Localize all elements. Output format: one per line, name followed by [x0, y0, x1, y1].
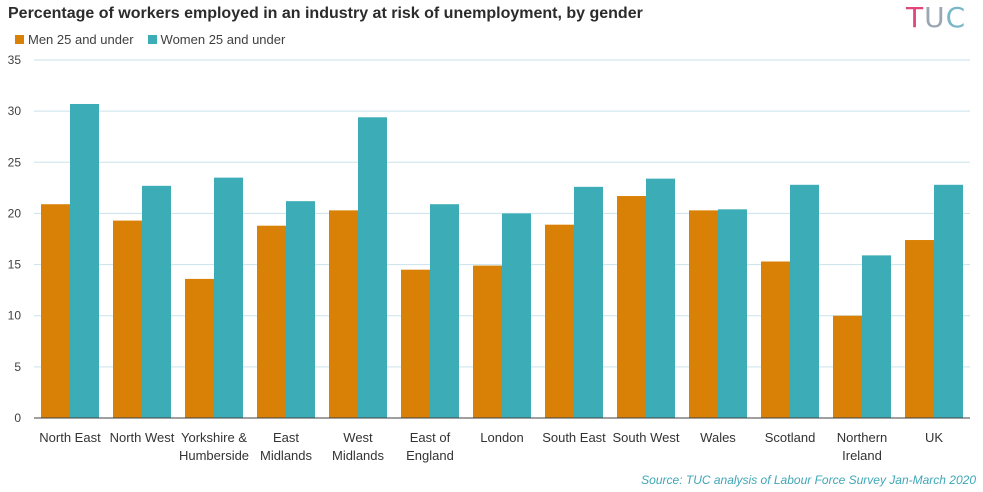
- bar-men: [545, 224, 574, 418]
- y-tick-label: 25: [8, 155, 22, 169]
- source-note: Source: TUC analysis of Labour Force Sur…: [641, 473, 976, 487]
- x-tick-label: East: [273, 430, 299, 445]
- bar-men: [329, 210, 358, 418]
- y-tick-label: 35: [8, 53, 22, 67]
- logo-letter-u: U: [924, 1, 946, 34]
- x-tick-label: Humberside: [179, 448, 249, 463]
- bar-men: [401, 269, 430, 418]
- logo-letter-t: T: [906, 1, 925, 34]
- bar-men: [257, 225, 286, 418]
- bar-men: [905, 240, 934, 418]
- x-tick-label: North West: [110, 430, 175, 445]
- y-tick-label: 20: [8, 206, 22, 220]
- bar-women: [286, 201, 315, 418]
- x-tick-label: Midlands: [260, 448, 313, 463]
- x-tick-label: Yorkshire &: [181, 430, 247, 445]
- x-tick-label: North East: [39, 430, 101, 445]
- x-tick-label: Ireland: [842, 448, 882, 463]
- bar-men: [185, 278, 214, 418]
- bar-women: [70, 103, 99, 419]
- bar-men: [473, 265, 502, 418]
- x-tick-label: UK: [925, 430, 943, 445]
- x-tick-label: South East: [542, 430, 606, 445]
- x-tick-label: East of: [410, 430, 451, 445]
- x-tick-label: Scotland: [765, 430, 816, 445]
- legend-swatch-women: [147, 35, 157, 44]
- bar-women: [214, 177, 243, 418]
- tuc-logo: TUC: [906, 1, 966, 34]
- x-tick-label: South West: [613, 430, 680, 445]
- x-tick-label: Midlands: [332, 448, 385, 463]
- logo-letter-c: C: [945, 1, 967, 34]
- y-tick-label: 30: [8, 104, 22, 118]
- x-tick-label: Wales: [700, 430, 736, 445]
- y-tick-label: 15: [8, 258, 22, 272]
- chart-title: Percentage of workers employed in an ind…: [8, 5, 643, 22]
- bar-women: [574, 186, 603, 418]
- bar-women: [358, 117, 387, 418]
- y-tick-label: 5: [14, 360, 21, 374]
- bar-women: [502, 213, 531, 418]
- bar-women: [934, 184, 963, 418]
- y-tick-label: 10: [8, 309, 22, 323]
- legend-label-men: Men 25 and under: [28, 32, 134, 47]
- x-tick-label: London: [480, 430, 523, 445]
- bar-men: [833, 315, 862, 418]
- bar-women: [790, 184, 819, 418]
- legend-item-men: Men 25 and under: [15, 32, 134, 47]
- x-tick-label: England: [406, 448, 454, 463]
- bar-women: [430, 204, 459, 418]
- bar-women: [718, 209, 747, 418]
- bar-men: [617, 196, 646, 418]
- bar-men: [41, 204, 70, 418]
- legend-item-women: Women 25 and under: [147, 32, 286, 47]
- y-tick-label: 0: [14, 411, 21, 425]
- legend-swatch-men: [15, 35, 24, 44]
- bar-women: [862, 255, 891, 418]
- bar-men: [113, 220, 142, 418]
- legend-label-women: Women 25 and under: [160, 32, 286, 47]
- x-tick-label: Northern: [837, 430, 888, 445]
- bar-women: [646, 178, 675, 418]
- bar-women: [142, 185, 171, 418]
- x-tick-label: West: [343, 430, 373, 445]
- legend: Men 25 and under Women 25 and under: [15, 32, 285, 47]
- bar-men: [761, 261, 790, 418]
- bar-chart: 0 5 10 15 20 25 30 35 North East North West Yorksh…: [8, 53, 970, 463]
- bar-men: [689, 210, 718, 418]
